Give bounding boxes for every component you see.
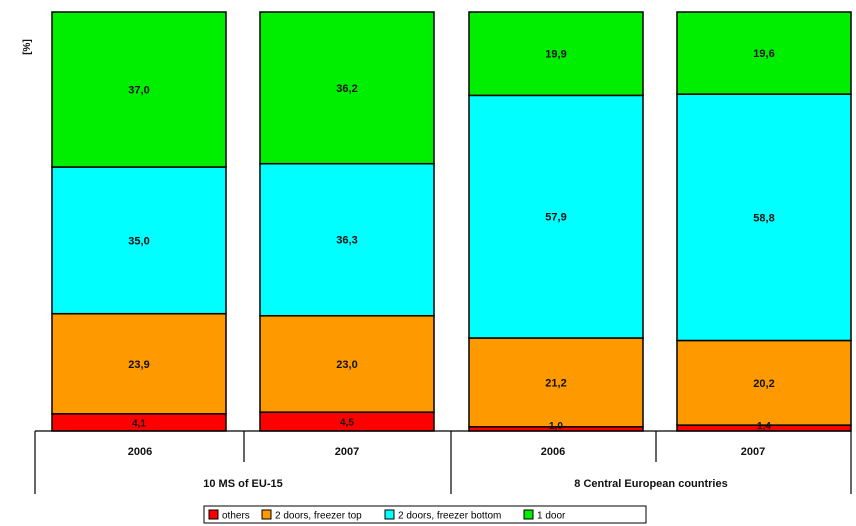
legend-label-others: others <box>222 511 250 522</box>
value-label-others-1: 4,1 <box>132 418 146 429</box>
y-axis-label: [%] <box>22 39 33 55</box>
legend-swatch-others <box>208 509 219 520</box>
value-label-2-doors-freezer-top-3: 21,2 <box>545 377 566 389</box>
value-label-2-doors-freezer-top-2: 23,0 <box>336 359 357 371</box>
value-labels-layer: 4,1 23,9 35,0 37,0 4,5 23,0 36,3 36,2 1,0 21,2 57,… <box>128 48 774 432</box>
bar-1-door-4 <box>676 11 852 95</box>
legend-label-2-doors-freezer-top: 2 doors, freezer top <box>275 511 362 522</box>
value-label-others-3: 1,0 <box>549 421 563 432</box>
legend-label-2-doors-freezer-bottom: 2 doors, freezer bottom <box>398 511 501 522</box>
category-label-2: 2007 <box>335 446 359 458</box>
value-label-1-door-4: 19,6 <box>753 48 774 60</box>
category-axis: 2006 2007 2006 2007 10 MS of EU-15 8 Central … <box>34 430 852 494</box>
legend: others 2 doors, freezer top 2 doors, freez… <box>203 505 647 524</box>
group-label-1: 10 MS of EU-15 <box>203 478 282 490</box>
bar-1-door-1 <box>51 11 227 168</box>
legend-swatch-2-doors-freezer-bottom <box>384 509 395 520</box>
value-label-2-doors-freezer-bottom-3: 57,9 <box>545 212 566 224</box>
legend-swatch-1-door <box>523 509 534 520</box>
category-label-3: 2006 <box>541 446 565 458</box>
value-label-2-doors-freezer-top-1: 23,9 <box>128 359 149 371</box>
legend-frame <box>203 505 647 524</box>
bar-2-doors-freezer-bottom-4 <box>676 93 852 342</box>
bar-1-door-2 <box>259 11 435 165</box>
category-label-1: 2006 <box>128 446 152 458</box>
bar-2-doors-freezer-top-3 <box>468 337 644 428</box>
bars-layer <box>51 11 852 432</box>
value-label-others-4: 1,4 <box>757 421 771 432</box>
bar-2-doors-freezer-top-1 <box>51 312 227 415</box>
bar-1-door-3 <box>468 11 644 97</box>
bar-2-doors-freezer-top-4 <box>676 339 852 426</box>
value-label-2-doors-freezer-top-4: 20,2 <box>753 378 774 390</box>
value-label-others-2: 4,5 <box>340 418 354 429</box>
legend-label-1-door: 1 door <box>537 511 566 522</box>
value-label-1-door-3: 19,9 <box>545 49 566 61</box>
group-label-2: 8 Central European countries <box>574 478 727 490</box>
legend-swatch-2-doors-freezer-top <box>261 509 272 520</box>
value-label-2-doors-freezer-bottom-2: 36,3 <box>336 235 357 247</box>
value-label-1-door-1: 37,0 <box>128 85 149 97</box>
bar-2-doors-freezer-bottom-3 <box>468 94 644 339</box>
value-label-2-doors-freezer-bottom-4: 58,8 <box>753 212 774 224</box>
value-label-2-doors-freezer-bottom-1: 35,0 <box>128 235 149 247</box>
value-label-1-door-2: 36,2 <box>336 83 357 95</box>
category-label-4: 2007 <box>741 446 765 458</box>
bar-2-doors-freezer-bottom-2 <box>259 162 435 317</box>
